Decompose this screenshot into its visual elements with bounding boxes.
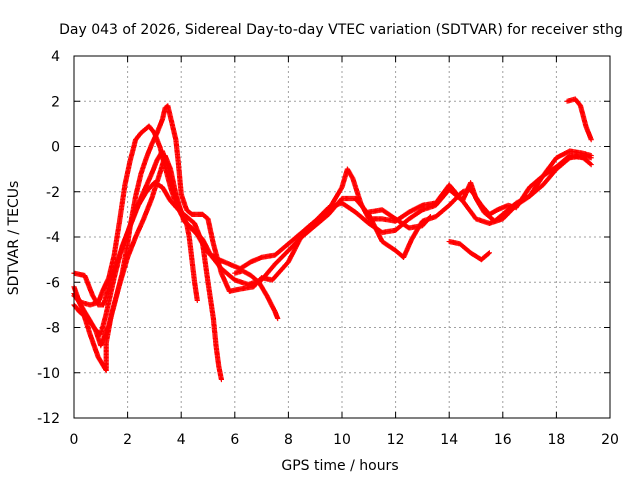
series-day-f	[232, 268, 281, 322]
data-point	[218, 376, 224, 383]
data-point	[588, 162, 594, 168]
x-tick-label: 8	[284, 432, 293, 448]
y-tick-label: 0	[51, 140, 60, 156]
x-tick-label: 16	[494, 432, 512, 448]
series-day-d	[71, 123, 200, 308]
data-point	[427, 214, 433, 220]
x-tick-label: 2	[123, 432, 132, 448]
chart-title: Day 043 of 2026, Sidereal Day-to-day VTE…	[59, 22, 623, 38]
data-point	[587, 161, 593, 167]
data-point	[588, 153, 594, 159]
data-point	[588, 137, 594, 143]
series-day-g	[366, 207, 433, 231]
x-tick-label: 20	[601, 432, 619, 448]
x-tick-label: 6	[230, 432, 239, 448]
y-tick-label: -6	[46, 275, 60, 291]
y-tick-label: -2	[46, 185, 60, 201]
data-point	[275, 315, 281, 322]
y-tick-label: -4	[46, 230, 60, 246]
series-day-h	[446, 238, 492, 263]
data-point	[486, 250, 492, 256]
y-tick-label: -12	[37, 411, 60, 427]
x-tick-label: 14	[440, 432, 458, 448]
y-tick-label: -10	[37, 366, 60, 382]
data-point	[194, 297, 200, 303]
axes-ticks: 0 2 4 6 8 10 12 14 16 18 20 -12 -10 -8 -6 -4 -2 0 2 4	[37, 49, 619, 448]
x-tick-label: 0	[70, 432, 79, 448]
x-axis-title: GPS time / hours	[281, 458, 398, 474]
x-tick-label: 4	[177, 432, 186, 448]
data-point	[485, 251, 492, 257]
series-day-e	[71, 180, 224, 383]
x-tick-label: 10	[333, 432, 351, 448]
grid-lines	[74, 56, 610, 418]
x-tick-label: 12	[387, 432, 405, 448]
series-day-i	[564, 96, 594, 143]
x-tick-label: 18	[547, 432, 565, 448]
y-tick-label: 4	[51, 49, 60, 65]
y-tick-label: -8	[46, 321, 60, 337]
data-points	[71, 96, 594, 383]
y-axis-title: SDTVAR / TECUs	[6, 181, 22, 296]
data-point	[427, 214, 433, 221]
y-tick-label: 2	[51, 94, 60, 110]
